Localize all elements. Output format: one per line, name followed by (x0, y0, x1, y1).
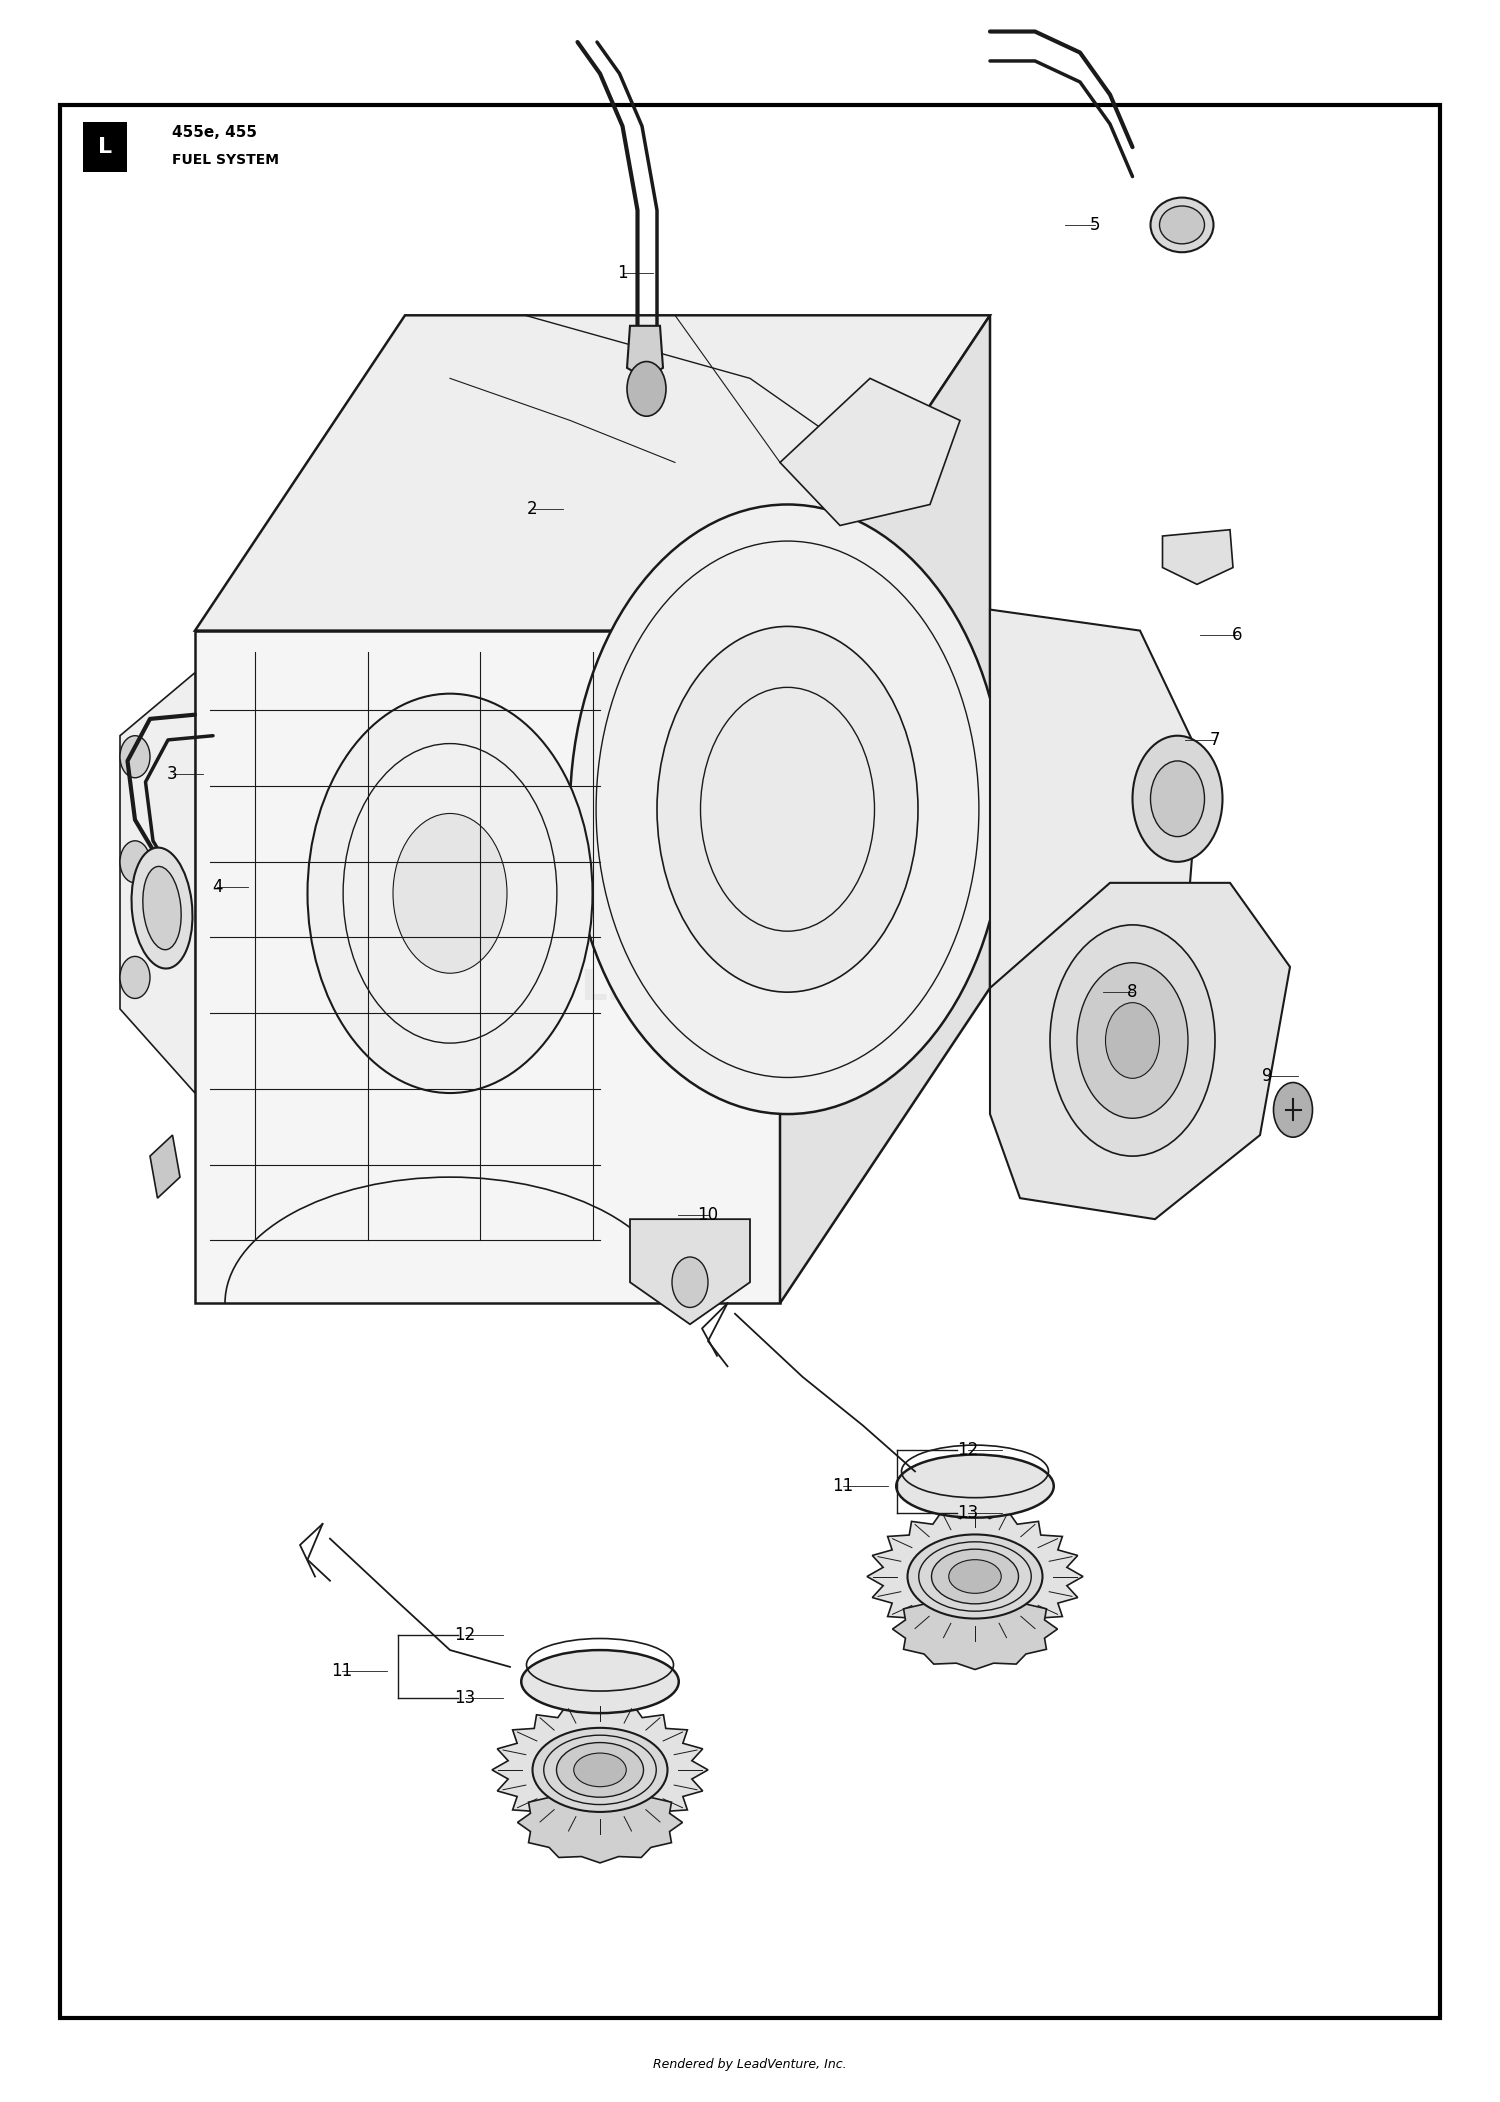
Ellipse shape (932, 1549, 1019, 1604)
Circle shape (393, 813, 507, 973)
Circle shape (657, 626, 918, 992)
Ellipse shape (132, 847, 192, 969)
Text: 13: 13 (957, 1505, 978, 1522)
Circle shape (120, 956, 150, 998)
Polygon shape (195, 631, 780, 1303)
Circle shape (120, 841, 150, 883)
Ellipse shape (532, 1728, 668, 1812)
Text: 11: 11 (833, 1478, 854, 1495)
Text: 2: 2 (526, 500, 538, 517)
Polygon shape (892, 1589, 1058, 1669)
Text: 6: 6 (1233, 626, 1242, 643)
Text: 7: 7 (1209, 731, 1221, 748)
Polygon shape (630, 1219, 750, 1324)
Text: FUEL SYSTEM: FUEL SYSTEM (172, 153, 279, 166)
Polygon shape (492, 1703, 708, 1837)
Polygon shape (1162, 530, 1233, 584)
Polygon shape (867, 1509, 1083, 1644)
Polygon shape (780, 315, 990, 1303)
Circle shape (1106, 1003, 1160, 1078)
Polygon shape (195, 315, 990, 631)
Polygon shape (990, 610, 1200, 1051)
Text: Rendered by LeadVenture, Inc.: Rendered by LeadVenture, Inc. (652, 2058, 847, 2070)
Text: 455e, 455: 455e, 455 (172, 124, 258, 141)
Ellipse shape (897, 1455, 1053, 1518)
Circle shape (570, 504, 1005, 1114)
Text: 10: 10 (698, 1207, 718, 1223)
Polygon shape (990, 883, 1290, 1219)
Ellipse shape (573, 1753, 627, 1787)
Ellipse shape (556, 1743, 644, 1797)
Ellipse shape (948, 1560, 1002, 1593)
Circle shape (1150, 761, 1204, 837)
Circle shape (1132, 736, 1222, 862)
Circle shape (120, 736, 150, 778)
Circle shape (1077, 963, 1188, 1118)
Text: 12: 12 (957, 1442, 978, 1459)
Text: 11: 11 (332, 1663, 352, 1679)
Text: 3: 3 (166, 765, 178, 782)
Polygon shape (627, 326, 663, 378)
Polygon shape (518, 1782, 682, 1862)
Ellipse shape (908, 1534, 1042, 1619)
Text: 12: 12 (454, 1627, 476, 1644)
Circle shape (308, 694, 592, 1093)
Text: 5: 5 (1089, 217, 1100, 233)
Ellipse shape (522, 1650, 678, 1713)
Ellipse shape (1160, 206, 1204, 244)
Text: 8: 8 (1128, 984, 1137, 1001)
Ellipse shape (142, 866, 182, 950)
Text: 1: 1 (616, 265, 628, 282)
Bar (82, 122, 128, 172)
Polygon shape (120, 673, 195, 1093)
Text: 4: 4 (213, 879, 222, 895)
Polygon shape (150, 1135, 180, 1198)
Circle shape (672, 1257, 708, 1307)
Circle shape (1274, 1083, 1312, 1137)
Polygon shape (780, 378, 960, 526)
Text: L: L (98, 137, 112, 158)
Circle shape (1050, 925, 1215, 1156)
Text: 13: 13 (454, 1690, 476, 1707)
Text: 9: 9 (1263, 1068, 1272, 1085)
Text: LEADVENTURE: LEADVENTURE (579, 967, 921, 1009)
Ellipse shape (1150, 198, 1214, 252)
Circle shape (627, 362, 666, 416)
